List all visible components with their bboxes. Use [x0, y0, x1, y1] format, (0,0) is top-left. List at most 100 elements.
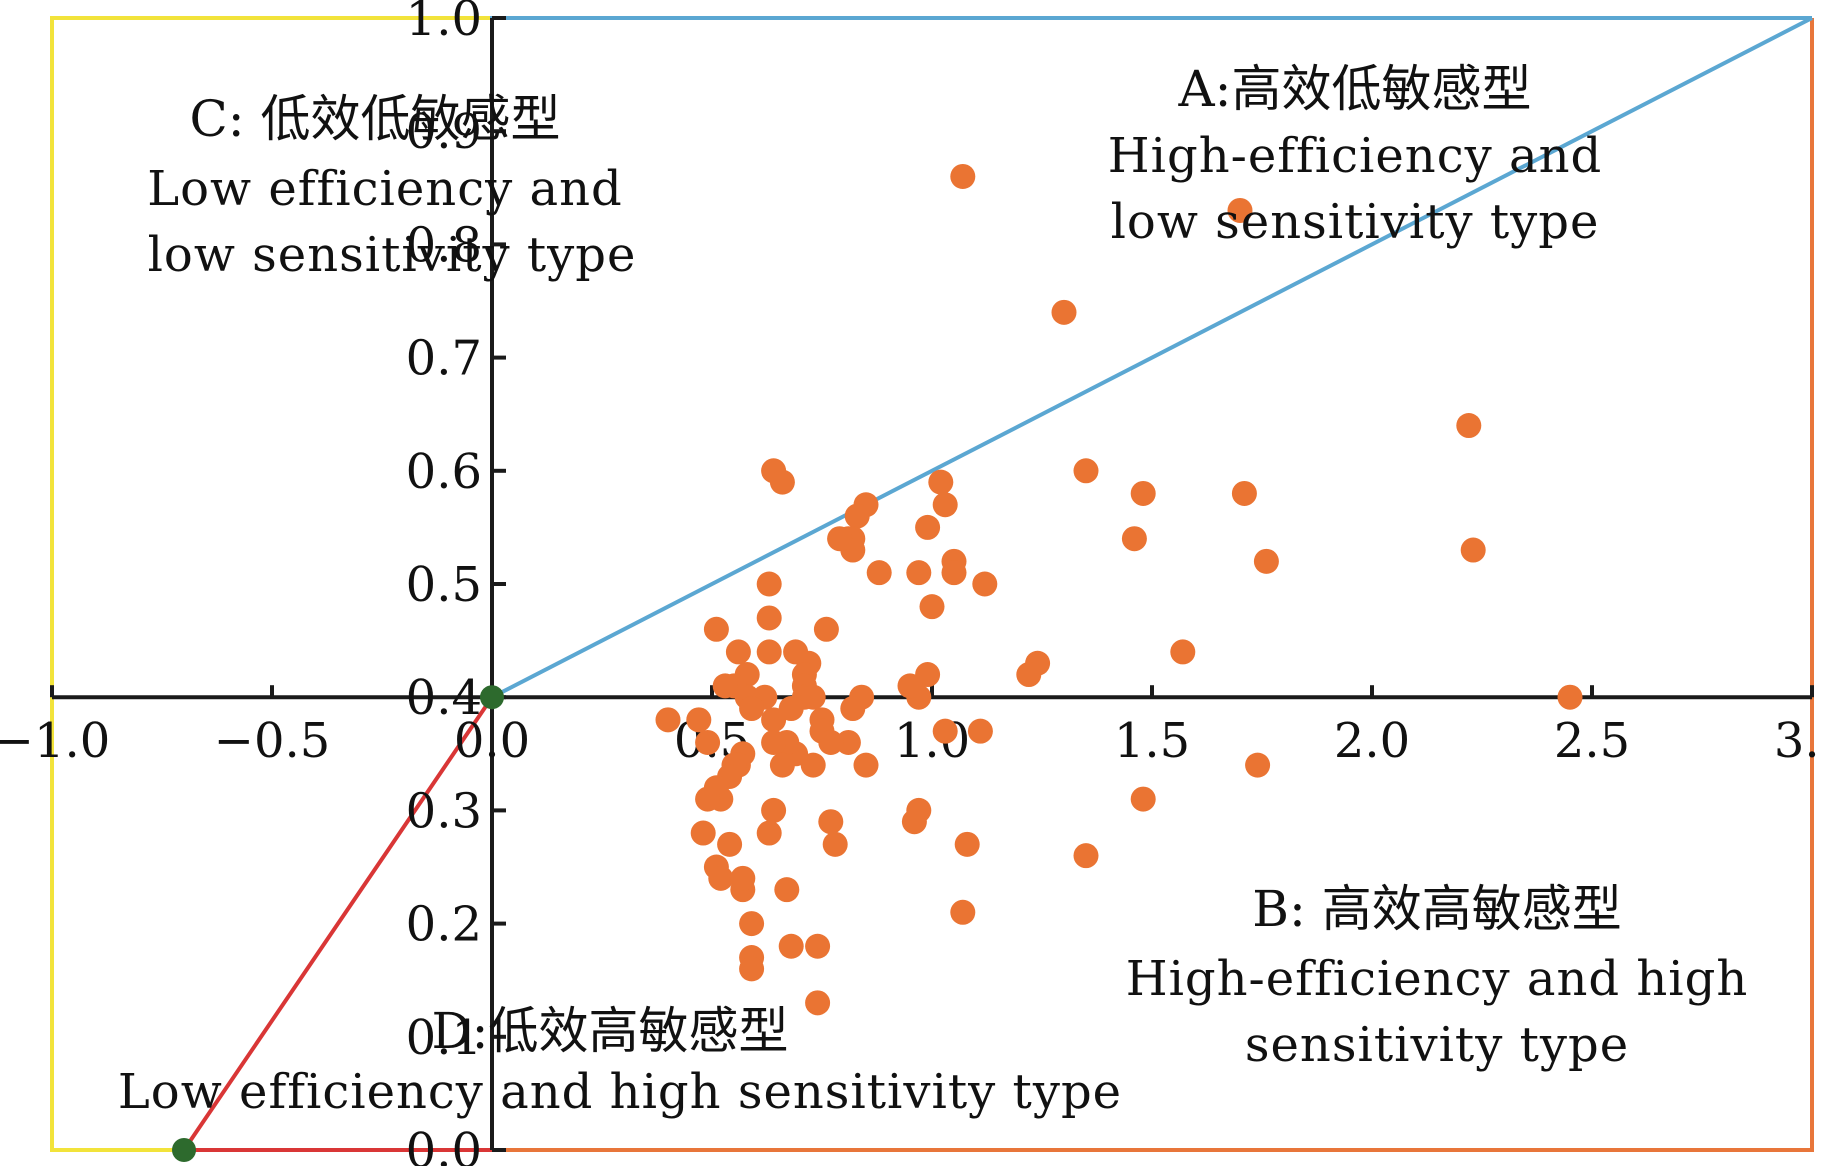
data-point: [703, 616, 729, 642]
quadrant-a-diagonal: [491, 16, 1813, 699]
data-point: [739, 696, 765, 722]
data-point: [769, 752, 795, 778]
data-point: [1253, 548, 1279, 574]
data-point: [844, 503, 870, 529]
data-point: [725, 639, 751, 665]
data-point: [915, 514, 941, 540]
quadrant-a-label-en-line1: High-efficiency and: [1108, 128, 1602, 184]
y-tick-label: 0.2: [406, 897, 482, 953]
data-point: [1073, 843, 1099, 869]
data-point: [690, 820, 716, 846]
y-tick-label: 0.1: [406, 1010, 482, 1066]
data-point: [717, 831, 743, 857]
data-point: [712, 673, 738, 699]
data-point: [853, 752, 879, 778]
quadrant-c-label-cn: C: 低效低敏感型: [190, 90, 561, 148]
data-point: [730, 865, 756, 891]
quadrant-c-label-en-line1: Low efficiency and: [147, 161, 622, 217]
data-point: [1170, 639, 1196, 665]
data-point: [1016, 662, 1042, 688]
data-point: [950, 899, 976, 925]
data-point: [866, 560, 892, 586]
quadrant-b-frame: [492, 18, 1814, 1152]
data-point: [901, 809, 927, 835]
data-point: [783, 639, 809, 665]
y-tick-label: 0.6: [406, 444, 482, 500]
x-tick-label: 3.0: [1774, 713, 1822, 769]
data-point: [805, 990, 831, 1016]
data-point: [761, 797, 787, 823]
data-point: [800, 684, 826, 710]
data-point: [813, 616, 839, 642]
data-point: [708, 865, 734, 891]
data-points: [655, 163, 1583, 1016]
data-point: [1245, 752, 1271, 778]
data-point: [774, 877, 800, 903]
data-point: [906, 560, 932, 586]
data-point: [1073, 458, 1099, 484]
data-point: [967, 718, 993, 744]
quadrant-b-label-en-line1: High-efficiency and high: [1126, 951, 1749, 1007]
data-point: [1231, 480, 1257, 506]
quadrant-c-label-en-line2: low sensitivity type: [148, 227, 637, 283]
data-point: [818, 729, 844, 755]
data-point: [1456, 413, 1482, 439]
data-point: [655, 707, 681, 733]
quadrant-a-label-en-line2: low sensitivity type: [1111, 194, 1600, 250]
quadrant-c-label: C: 低效低敏感型 Low efficiency and low sensiti…: [147, 90, 637, 283]
x-tick-label: 0.0: [454, 713, 530, 769]
quadrant-b-label-en-line2: sensitivity type: [1245, 1017, 1629, 1073]
data-point: [1227, 197, 1253, 223]
y-tick-label: 0.4: [406, 670, 482, 726]
data-point: [822, 831, 848, 857]
quadrant-b-label: B: 高效高敏感型 High-efficiency and high sensi…: [1126, 880, 1749, 1073]
data-point: [897, 673, 923, 699]
x-tick-label: 1.0: [894, 713, 970, 769]
y-tick-label: 0.9: [406, 104, 482, 160]
y-tick-label: 0.3: [406, 783, 482, 839]
quadrant-c-frame: [50, 16, 492, 1152]
data-point: [835, 729, 861, 755]
data-point: [954, 831, 980, 857]
data-point: [739, 911, 765, 937]
reference-points: [172, 685, 504, 1162]
data-point: [972, 571, 998, 597]
y-tick-label: 1.0: [406, 0, 482, 47]
data-point: [932, 718, 958, 744]
data-point: [919, 594, 945, 620]
data-point: [769, 469, 795, 495]
data-point: [778, 933, 804, 959]
data-point: [739, 956, 765, 982]
data-point: [950, 163, 976, 189]
data-point: [756, 639, 782, 665]
x-tick-label: 2.0: [1334, 713, 1410, 769]
data-point: [1460, 537, 1486, 563]
data-point: [928, 469, 954, 495]
quadrant-a-label: A:高效低敏感型 High-efficiency and low sensiti…: [1108, 60, 1602, 250]
data-point: [695, 729, 721, 755]
reference-point: [480, 685, 504, 710]
quadrant-d-label: D:低效高敏感型 Low efficiency and high sensiti…: [118, 1002, 1122, 1120]
data-point: [1557, 684, 1583, 710]
data-point: [1051, 299, 1077, 325]
data-point: [818, 809, 844, 835]
y-tick-label: 0.7: [406, 331, 482, 387]
data-point: [686, 707, 712, 733]
x-tick-label: 2.5: [1554, 713, 1630, 769]
x-tick-label: −0.5: [214, 713, 331, 769]
data-point: [695, 786, 721, 812]
data-point: [756, 820, 782, 846]
data-point: [840, 696, 866, 722]
data-point: [756, 605, 782, 631]
data-point: [827, 526, 853, 552]
data-point: [756, 571, 782, 597]
data-point: [761, 729, 787, 755]
y-tick-label: 0.5: [406, 557, 482, 613]
x-tick-label: −1.0: [0, 713, 110, 769]
quadrant-d-label-en: Low efficiency and high sensitivity type: [118, 1064, 1122, 1120]
quadrant-b-label-cn: B: 高效高敏感型: [1252, 880, 1621, 938]
data-point: [778, 696, 804, 722]
x-tick-label: 1.5: [1114, 713, 1190, 769]
reference-point: [172, 1138, 196, 1162]
